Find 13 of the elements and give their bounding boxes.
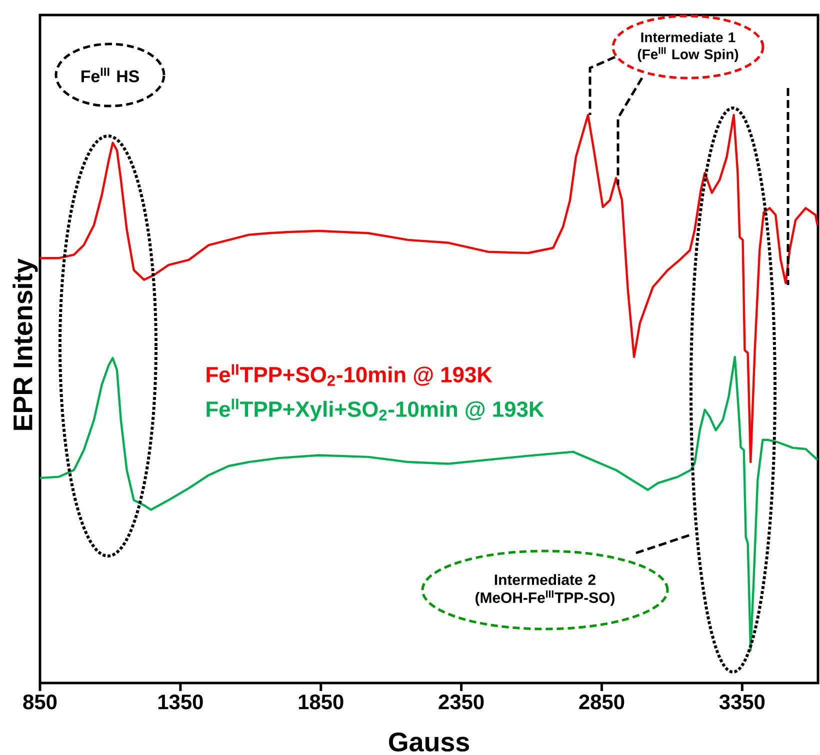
series-label: Fe$^{II}$TPP+Xyli+SO$_{2}$-10min @ 193K — [206, 398, 544, 422]
text: Fe$^{II}$TPP+SO$_{2}$-10min @ 193K — [206, 364, 492, 386]
annotation: Intermediate 2 (MeOH-Fe$^{III}$TPP-SO) — [476, 574, 614, 606]
text: Intermediate 1 (Fe$^{III}$ Low Spin) — [638, 32, 738, 62]
y-axis-title: EPR Intensity — [12, 258, 38, 430]
x-tick-label: 850 — [23, 694, 57, 710]
x-tick-label: 1350 — [158, 694, 203, 710]
x-tick-label: 3350 — [719, 694, 765, 710]
x-tick-label: 1850 — [298, 694, 344, 710]
x-axis-title: Gauss — [388, 732, 470, 752]
x-tick-label: 2850 — [579, 694, 624, 710]
x-tick-label: 2350 — [438, 694, 484, 710]
text: Fe$^{III}$ HS — [81, 68, 139, 82]
